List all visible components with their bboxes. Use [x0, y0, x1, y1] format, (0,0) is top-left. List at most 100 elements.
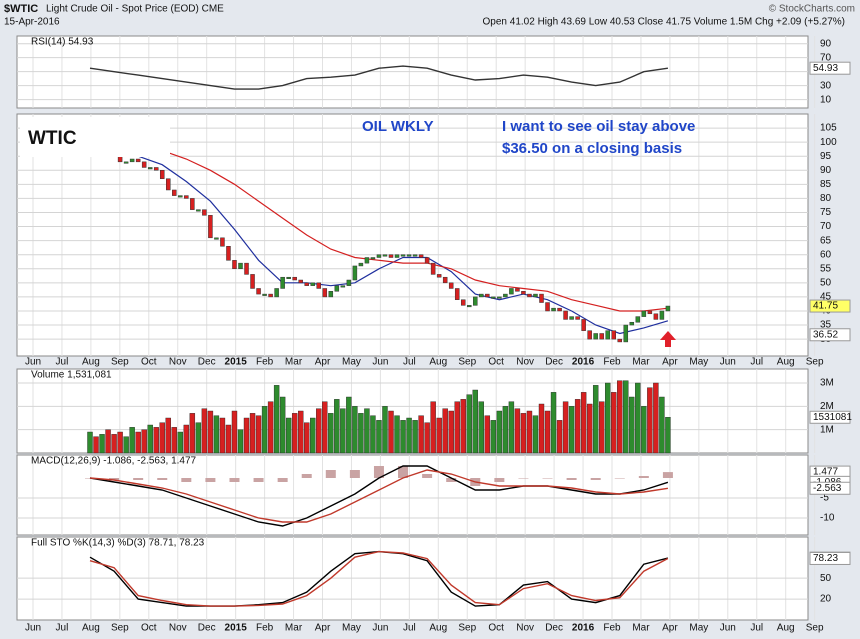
y-tick-label: 50 — [820, 573, 832, 584]
volume-bar — [580, 392, 587, 454]
candle — [647, 310, 653, 315]
volume-bar — [442, 408, 448, 454]
note-line: I want to see oil stay above — [502, 118, 695, 135]
volume-bar — [412, 420, 418, 454]
volume-bar — [653, 382, 659, 454]
x-tick-label: Jun — [372, 357, 388, 368]
y-tick-label: 50 — [820, 277, 832, 288]
y-tick-label: 80 — [820, 193, 832, 204]
x-tick-label: Mar — [285, 357, 303, 368]
volume-bar — [105, 429, 111, 454]
candle — [460, 299, 466, 306]
candle — [442, 276, 448, 284]
candle — [569, 316, 574, 320]
candle — [418, 254, 424, 258]
candle — [141, 161, 147, 168]
candle — [322, 288, 328, 298]
volume-bar — [177, 431, 184, 454]
x-tick-label: May — [689, 623, 708, 634]
x-tick-label: Feb — [256, 623, 274, 634]
x-tick-label: Nov — [516, 357, 534, 368]
x-tick-label: Oct — [488, 357, 504, 368]
volume-bar — [298, 410, 304, 454]
candle — [581, 319, 586, 331]
y-tick-label: 2M — [820, 401, 834, 412]
candle — [159, 170, 165, 179]
volume-bar — [562, 401, 569, 454]
x-tick-label: Dec — [198, 623, 216, 634]
volume-bar — [352, 406, 358, 454]
x-tick-label: 2015 — [225, 357, 248, 368]
x-tick-label: Dec — [545, 357, 563, 368]
volume-bar — [448, 410, 454, 454]
histogram-bar — [349, 470, 360, 478]
volume-bar — [267, 401, 274, 454]
panel-label: MACD(12,26,9) -1.086, -2.563, 1.477 — [31, 456, 197, 467]
histogram-bar — [590, 478, 601, 480]
candle — [665, 305, 671, 312]
y-tick-label: 70 — [820, 52, 832, 63]
x-tick-label: Mar — [632, 623, 650, 634]
volume-bar — [418, 415, 424, 454]
histogram-bar — [422, 474, 433, 478]
value-tag-bg — [809, 551, 851, 565]
x-tick-label: Aug — [429, 623, 447, 634]
volume-bar — [129, 427, 135, 454]
candle — [244, 262, 249, 275]
x-tick-label: Jun — [720, 623, 736, 634]
candle — [376, 254, 382, 258]
y-tick-label: 65 — [820, 235, 832, 246]
volume-bar — [165, 417, 171, 454]
candle — [406, 254, 412, 257]
candle — [123, 161, 129, 164]
indicator-line — [89, 465, 669, 527]
volume-bar — [599, 401, 605, 454]
candle — [659, 310, 665, 320]
candle — [364, 257, 370, 264]
volume-bar — [99, 434, 105, 454]
candle — [533, 293, 538, 298]
x-tick-label: Feb — [603, 357, 621, 368]
candle — [448, 282, 454, 289]
histogram-bar — [229, 478, 240, 482]
x-tick-label: Oct — [141, 623, 157, 634]
volume-bar — [334, 399, 340, 454]
x-tick-label: Apr — [662, 623, 678, 634]
candle — [256, 288, 261, 295]
candle — [292, 276, 297, 281]
y-tick-label: 3M — [820, 378, 834, 389]
period-note: OIL WKLY — [362, 118, 434, 135]
volume-bar — [460, 399, 466, 454]
note-line: $36.50 on a closing basis — [502, 140, 682, 157]
x-tick-label: Jun — [372, 623, 388, 634]
candle — [629, 321, 635, 326]
histogram-bar — [157, 478, 168, 480]
volume-bar — [243, 417, 250, 454]
volume-bar — [285, 417, 292, 454]
volume-bar — [237, 429, 244, 454]
y-tick-label: 45 — [820, 292, 832, 303]
volume-bar — [87, 431, 93, 454]
volume-bar — [189, 413, 196, 454]
histogram-bar — [638, 476, 649, 478]
candle — [388, 254, 394, 258]
date: 15-Apr-2016 — [4, 17, 60, 28]
candle — [394, 254, 400, 258]
y-tick-label: 1M — [820, 424, 834, 435]
candle — [515, 288, 520, 292]
x-tick-label: 2016 — [572, 357, 595, 368]
volume-bar — [635, 382, 641, 454]
x-tick-label: May — [689, 357, 708, 368]
y-tick-label: 90 — [820, 165, 832, 176]
arrow — [660, 331, 676, 347]
volume-bar — [382, 406, 388, 454]
candle — [208, 215, 213, 239]
volume-bar — [568, 406, 575, 454]
source: © StockCharts.com — [769, 4, 855, 15]
volume-bar — [647, 387, 653, 454]
candle — [412, 254, 418, 257]
y-tick-label: 100 — [820, 137, 837, 148]
candle — [557, 307, 562, 312]
volume-bar — [213, 415, 220, 454]
